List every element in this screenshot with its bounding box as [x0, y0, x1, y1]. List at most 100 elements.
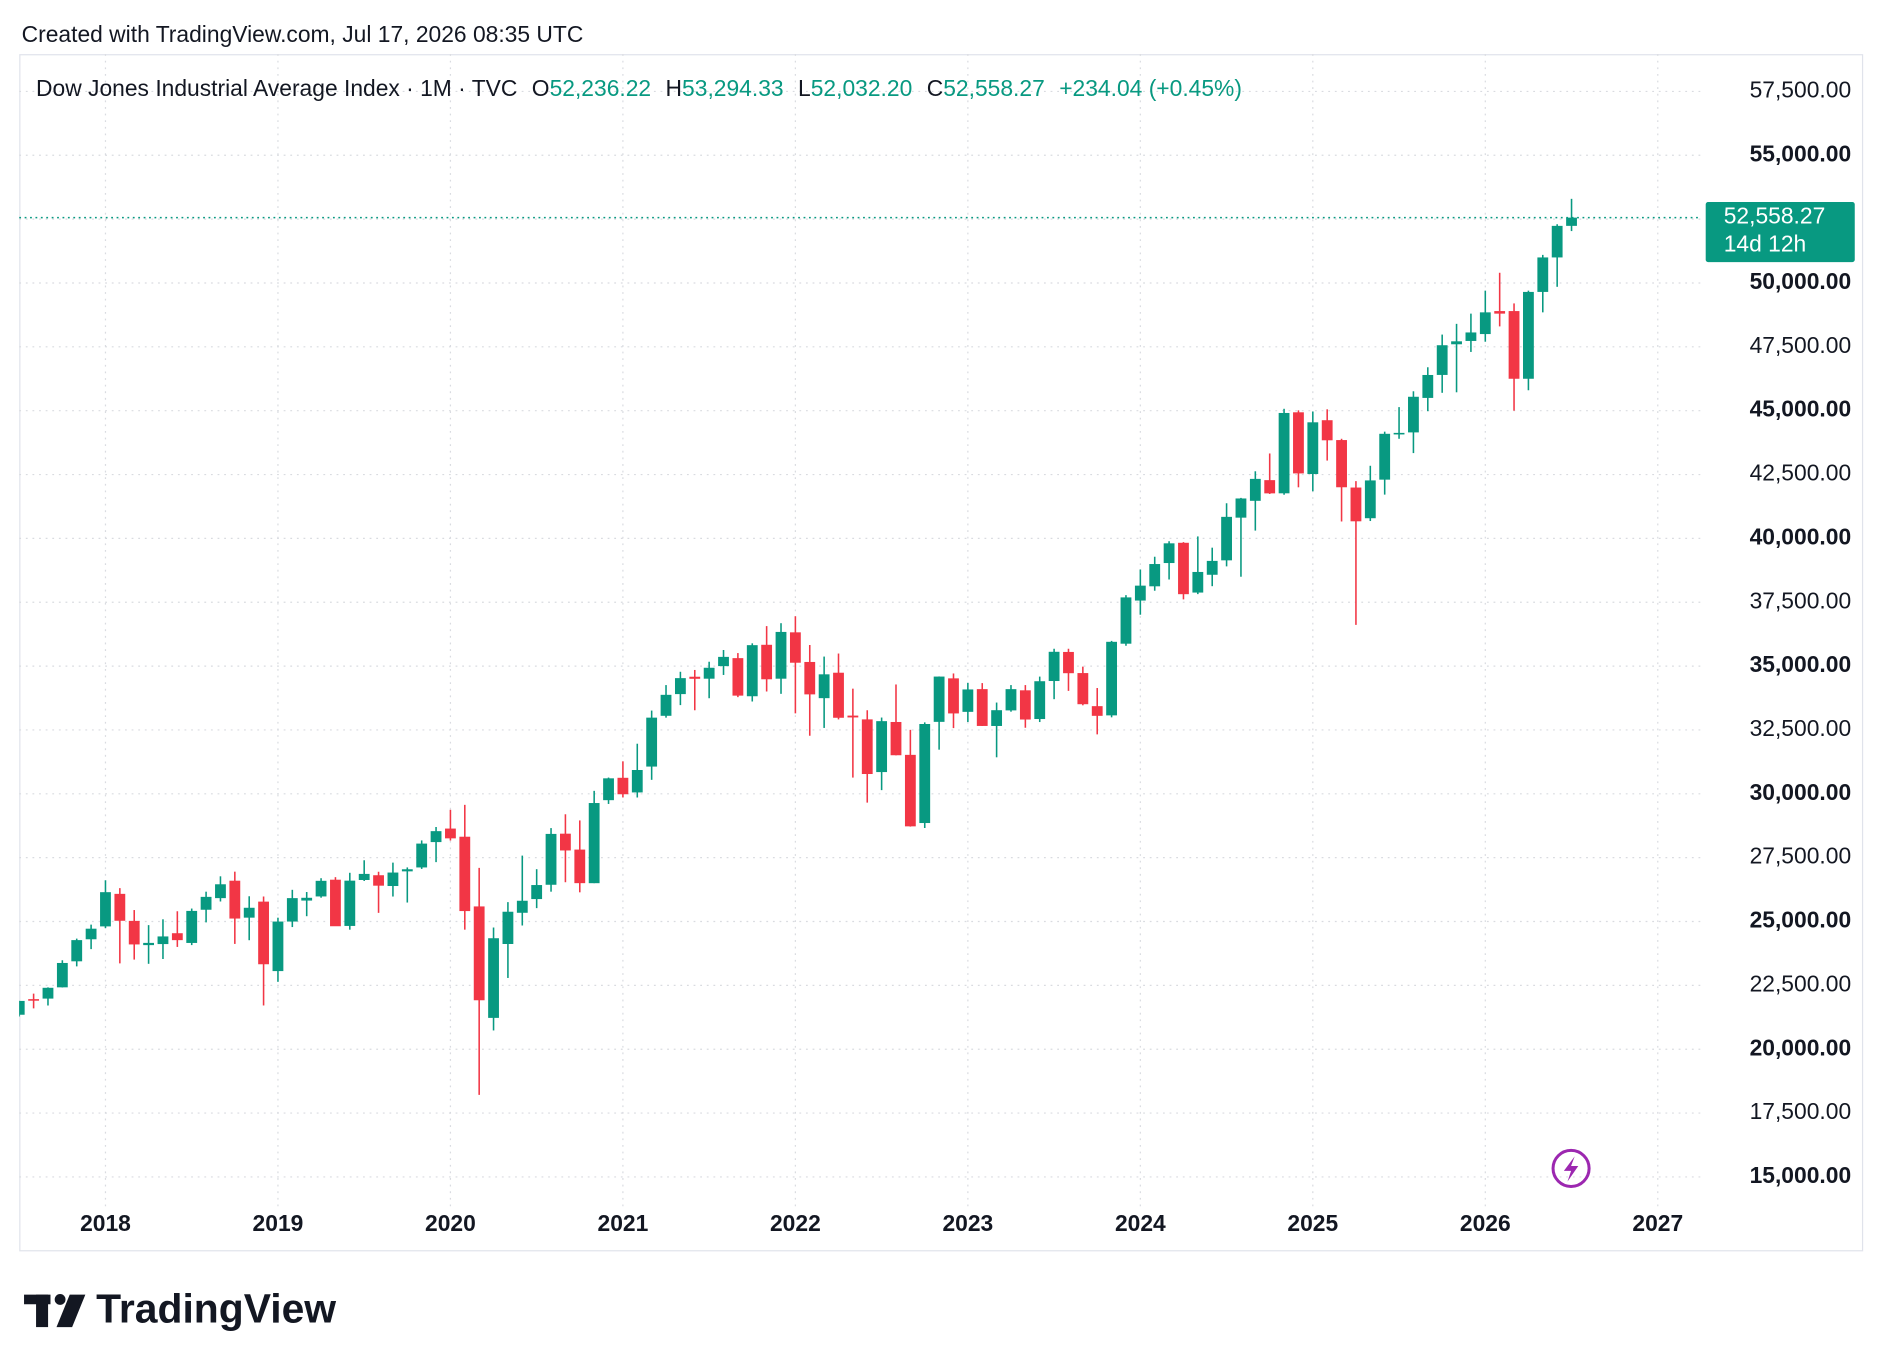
candle-body — [330, 879, 341, 927]
candle-body — [674, 678, 686, 695]
candle-body — [1249, 478, 1261, 501]
legend-key: L — [798, 75, 811, 101]
candle-body — [1451, 341, 1462, 345]
chart-frame — [19, 54, 1864, 1252]
candle-body — [1178, 542, 1189, 595]
candle-body — [804, 661, 816, 695]
x-tick-label: 2022 — [770, 1210, 821, 1236]
brand-logo — [24, 1294, 86, 1328]
candle-body — [718, 656, 729, 667]
candle-body — [459, 836, 471, 912]
candle-body — [1134, 585, 1146, 601]
x-tick-label: 2024 — [1115, 1210, 1166, 1236]
candle-body — [545, 833, 557, 885]
y-tick-label: 35,000.00 — [1750, 651, 1852, 677]
legend: Dow Jones Industrial Average Index · 1M … — [36, 75, 1242, 101]
y-tick-label: 27,500.00 — [1750, 843, 1852, 869]
candle-body — [128, 920, 140, 945]
candle-body — [516, 900, 528, 913]
candle-body — [1264, 480, 1276, 494]
brand-name: TradingView — [96, 1285, 336, 1331]
candle-body — [1034, 681, 1046, 720]
candle-body — [1192, 571, 1204, 593]
candle-body — [531, 885, 543, 900]
y-tick-label: 25,000.00 — [1750, 907, 1852, 933]
candle-body — [1537, 257, 1549, 292]
x-tick-label: 2025 — [1287, 1210, 1338, 1236]
candle-body — [761, 644, 773, 680]
candle-body — [358, 873, 370, 880]
candle-body — [1019, 690, 1031, 720]
y-tick-label: 57,500.00 — [1750, 76, 1852, 102]
candle-body — [876, 721, 888, 773]
candle-body — [1551, 225, 1563, 258]
candles — [19, 198, 1577, 1095]
candle-body — [588, 803, 600, 884]
candle-body — [157, 936, 169, 945]
candle-body — [416, 843, 428, 868]
candle-body — [1106, 641, 1118, 716]
countdown-label: 14d 12h — [1724, 230, 1807, 256]
candle-body — [1278, 412, 1290, 494]
last-price-label: 52,558.27 — [1724, 203, 1826, 229]
candle-body — [1048, 651, 1060, 682]
candle-body — [243, 907, 255, 918]
candle-body — [574, 849, 586, 884]
y-tick-label: 22,500.00 — [1750, 970, 1852, 996]
candle-body — [143, 942, 155, 946]
candle-body — [631, 770, 643, 793]
candle-body — [1379, 433, 1391, 480]
candle-body — [1422, 374, 1434, 398]
y-tick-label: 45,000.00 — [1750, 396, 1852, 422]
legend-value: 52,236.22 — [550, 75, 652, 101]
y-tick-label: 32,500.00 — [1750, 715, 1852, 741]
x-tick-label: 2018 — [80, 1210, 131, 1236]
candle-body — [890, 721, 902, 756]
candle-body — [1336, 440, 1347, 488]
candle-body — [1350, 487, 1362, 522]
candle-body — [746, 645, 758, 697]
y-tick-label: 17,500.00 — [1750, 1098, 1852, 1124]
candle-body — [301, 897, 313, 901]
y-tick-label: 47,500.00 — [1750, 332, 1852, 358]
y-tick-label: 55,000.00 — [1750, 140, 1852, 166]
candle-body — [1566, 217, 1577, 226]
candle-body — [1005, 689, 1017, 711]
candle-body — [315, 880, 327, 897]
candle-body — [991, 710, 1003, 726]
candle-body — [732, 658, 744, 696]
x-tick-label: 2019 — [253, 1210, 304, 1236]
y-tick-label: 50,000.00 — [1750, 268, 1852, 294]
legend-key: C — [927, 75, 944, 101]
candle-body — [617, 777, 629, 795]
candle-body — [847, 715, 859, 718]
candle-body — [560, 833, 571, 851]
x-tick-label: 2023 — [942, 1210, 993, 1236]
x-tick-label: 2026 — [1460, 1210, 1511, 1236]
candle-body — [42, 987, 54, 999]
y-tick-label: 20,000.00 — [1750, 1034, 1852, 1060]
axes: 15,000.00 17,500.00 20,000.00 22,500.00 25,0… — [19, 76, 1855, 1236]
candle-body — [114, 893, 126, 921]
legend-key: H — [666, 75, 683, 101]
candle-body — [1393, 432, 1405, 435]
candle-body — [904, 754, 916, 827]
candle-body — [1163, 543, 1175, 564]
candle-body — [1408, 396, 1419, 433]
candle-body — [1494, 311, 1506, 314]
candle-body — [603, 778, 614, 801]
candle-body — [344, 880, 356, 926]
candle-body — [861, 719, 873, 775]
candle-body — [646, 717, 658, 767]
candle-body — [962, 689, 974, 712]
candle-body — [775, 631, 787, 679]
legend-key: O — [532, 75, 550, 101]
candle-body — [373, 875, 384, 886]
candle-body — [933, 676, 945, 722]
candle-body — [703, 667, 715, 679]
candle-body — [1436, 345, 1448, 375]
candle-body — [286, 898, 298, 922]
legend-value: 52,032.20 — [811, 75, 913, 101]
candle-body — [272, 921, 284, 972]
